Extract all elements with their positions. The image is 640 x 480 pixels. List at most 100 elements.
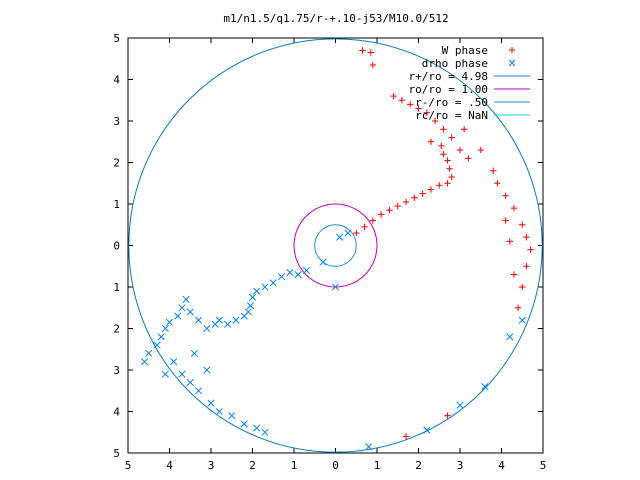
w-phase-point [431, 117, 439, 125]
w-phase-point [502, 217, 509, 224]
circles [128, 38, 543, 453]
drho-phase-point [365, 443, 373, 451]
w-phase-point [377, 211, 385, 218]
w-phase-point [446, 165, 453, 172]
w-phase-point [527, 246, 534, 253]
x-tick-label: 5 [540, 459, 547, 472]
legend-label: r-/ro = .50 [415, 96, 488, 109]
w-phase-point [519, 221, 526, 228]
legend-label: W phase [442, 44, 488, 57]
w-phase-point [402, 198, 410, 206]
w-phase-point [359, 47, 366, 54]
circle-ro [293, 203, 378, 288]
w-phase-point [523, 234, 530, 241]
drho-phase-point [261, 428, 269, 436]
drho-phase-point [190, 349, 198, 357]
w-phase-point [419, 190, 426, 197]
drho-phase-point [240, 420, 248, 428]
w-phase-point [402, 433, 410, 440]
w-phase-point [353, 229, 360, 237]
w-phase-point [465, 155, 472, 162]
drho-phase-point [203, 324, 211, 333]
y-tick-label: 2 [113, 157, 120, 170]
w-phase-point [444, 157, 451, 164]
w-phase-point [369, 217, 377, 224]
w-phase-point [390, 92, 397, 100]
drho-phase-point [286, 268, 294, 277]
x-axis: 5 4 3 2 1 0 1 2 3 4 5 [125, 38, 547, 472]
drho-phase-point [153, 341, 161, 349]
y-tick-label: 1 [113, 281, 120, 294]
drho-phase-point [161, 324, 169, 333]
drho-phase-point [232, 316, 240, 324]
y-tick-label: 1 [113, 198, 120, 211]
drho-phase-point [277, 273, 286, 281]
w-phase-point [506, 238, 513, 245]
w-phase-point [477, 146, 484, 154]
drho-phase-point [215, 407, 223, 416]
w-phase-point [423, 109, 430, 116]
drho-phase-point [165, 318, 174, 326]
drho-phase-point [157, 333, 165, 341]
chart-title: m1/n1.5/q1.75/r-+.10-j53/M10.0/512 [223, 12, 448, 25]
drho-phase-point [194, 387, 203, 395]
w-phase-point [407, 101, 414, 108]
circle-r [314, 224, 357, 267]
drho-phase-point [456, 401, 464, 409]
drho-phase-point [186, 378, 194, 387]
drho-phase-point [253, 424, 261, 432]
legend-label: ro/ro = 1.00 [409, 83, 488, 96]
drho-phase-point [186, 308, 194, 316]
w-phase-point [510, 271, 518, 278]
w-phase-point [411, 194, 418, 201]
x-tick-label: 2 [415, 459, 422, 472]
x-tick-label: 0 [332, 459, 339, 472]
drho-phase-point [194, 316, 203, 324]
drho-phase-point [336, 233, 344, 241]
x-tick-label: 1 [291, 459, 298, 472]
w-phase-point [398, 97, 406, 104]
drho-phase-point [178, 370, 186, 378]
w-phase-point [502, 192, 509, 199]
y-tick-label: 3 [113, 115, 120, 128]
drho-phase-point [170, 358, 178, 366]
w-phase-point [367, 49, 374, 56]
w-phase-point [490, 167, 497, 174]
drho-phase-point [224, 320, 232, 328]
w-phase-point [448, 173, 455, 181]
y-tick-label: 2 [113, 323, 120, 336]
w-phase-point [444, 412, 451, 419]
w-phase-point [386, 207, 393, 214]
w-phase-point [494, 180, 501, 187]
w-phase-point [519, 283, 526, 291]
w-phase-point [444, 180, 451, 187]
drho-phase-point [294, 270, 302, 279]
x-tick-label: 4 [166, 459, 173, 472]
drho-phase-point [207, 399, 215, 407]
x-tick-label: 5 [125, 459, 132, 472]
drho-phase-point [423, 426, 431, 434]
x-tick-label: 4 [498, 459, 505, 472]
w-phase-point [427, 138, 435, 145]
y-tick-label: 3 [113, 364, 120, 377]
w-phase-point [460, 126, 468, 133]
w-phase-point [523, 263, 530, 270]
legend-label: drho phase [422, 57, 488, 70]
w-phase-point [427, 186, 435, 193]
drho-phase-point [481, 383, 489, 391]
drho-phase-point [319, 258, 327, 266]
w-phase-point [440, 151, 447, 158]
x-tick-label: 1 [374, 459, 381, 472]
drho-phase-point [246, 302, 254, 310]
y-tick-label: 5 [113, 447, 120, 460]
drho-phase-point [161, 370, 169, 378]
drho-phase-point [261, 283, 269, 291]
drho-phase-point [203, 366, 211, 374]
w-phase-point [448, 134, 455, 141]
x-tick-label: 3 [208, 459, 215, 472]
w-phase-point [436, 182, 443, 189]
y-tick-label: 4 [113, 74, 120, 87]
w-phase-point [361, 223, 368, 231]
